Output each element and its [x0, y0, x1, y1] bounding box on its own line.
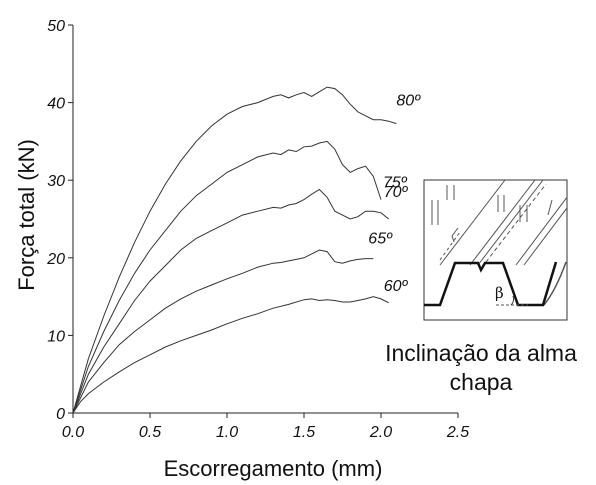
y-tick-label: 10: [47, 328, 65, 345]
inset-caption-line-2: chapa: [450, 369, 513, 395]
series-line-4: [72, 296, 389, 414]
series-line-1: [72, 140, 382, 414]
series-label-0: 80º: [396, 93, 421, 110]
x-tick-label: 2.5: [446, 424, 469, 441]
x-tick-label: 0.5: [139, 424, 161, 441]
y-tick-label: 50: [47, 18, 65, 35]
series-label-1: 75º: [383, 175, 408, 192]
y-tick-label: 20: [46, 251, 65, 268]
x-tick-label: 1.5: [293, 424, 315, 441]
series-line-2: [72, 188, 390, 414]
x-axis-title: Escorregamento (mm): [164, 456, 383, 481]
series-line-3: [72, 249, 374, 414]
y-tick-label: 30: [47, 173, 65, 190]
y-tick-label: 0: [56, 406, 65, 423]
axis-ticks: 0.0 0.5 1.0 1.5 2.0 2.5 0 10 20 30 40 50: [46, 18, 469, 441]
x-tick-label: 1.0: [216, 424, 238, 441]
web-inclination-inset: β: [423, 179, 568, 321]
x-tick-label: 2.0: [369, 424, 392, 441]
deck-profile: [424, 261, 558, 307]
y-axis-title: Força total (kN): [14, 139, 39, 291]
y-tick-label: 40: [47, 96, 65, 113]
series-label-4: 60º: [384, 278, 409, 295]
series-label-3: 65º: [368, 231, 393, 248]
inset-caption-line-1: Inclinação da alma: [385, 340, 577, 366]
x-tick-label: 0.0: [62, 424, 84, 441]
angle-beta-label: β: [495, 284, 504, 302]
series-label-2: 70º: [384, 184, 409, 201]
series-line-0: [72, 86, 397, 414]
angle-arc: [510, 295, 515, 306]
